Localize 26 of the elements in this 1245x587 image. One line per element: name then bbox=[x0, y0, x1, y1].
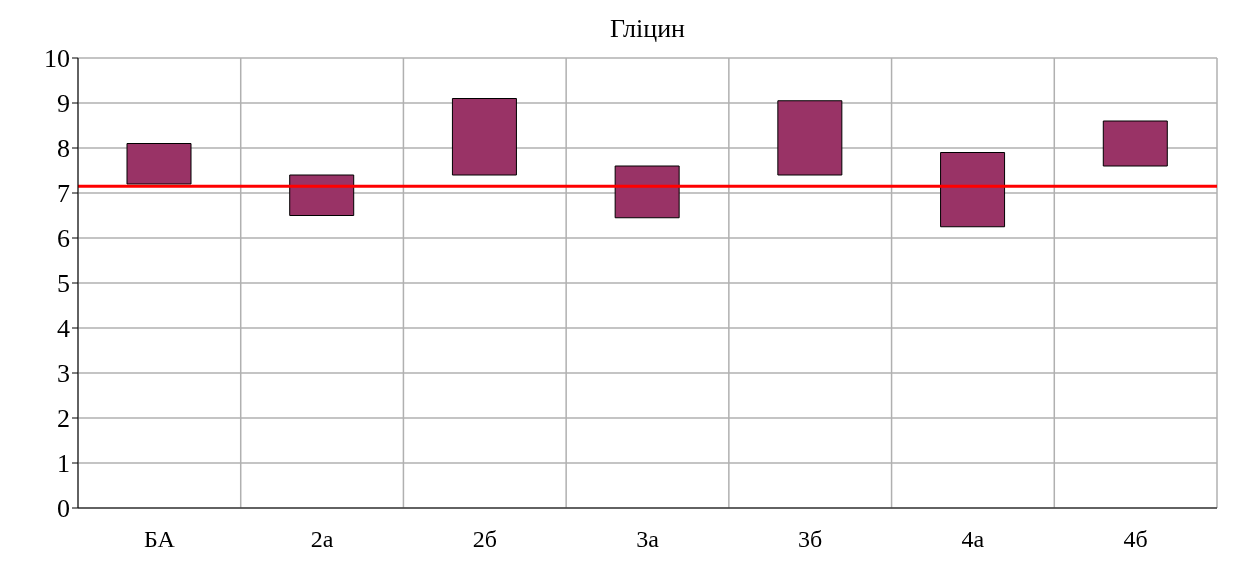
bar bbox=[289, 174, 355, 216]
y-tick-label: 10 bbox=[44, 44, 70, 74]
y-tick-label: 9 bbox=[57, 89, 70, 119]
y-tick-label: 2 bbox=[57, 404, 70, 434]
x-tick-label: 3б bbox=[798, 526, 823, 553]
y-tick-label: 8 bbox=[57, 134, 70, 164]
bar bbox=[1102, 120, 1168, 167]
bar bbox=[940, 152, 1006, 228]
y-tick-label: 1 bbox=[57, 449, 70, 479]
x-tick-label: БА bbox=[143, 526, 176, 553]
y-tick-label: 0 bbox=[57, 494, 70, 524]
bar bbox=[451, 98, 517, 176]
y-tick-label: 3 bbox=[57, 359, 70, 389]
y-tick-label: 4 bbox=[57, 314, 70, 344]
y-tick-label: 7 bbox=[57, 179, 70, 209]
bar bbox=[777, 100, 843, 176]
x-tick-label: 2б bbox=[472, 526, 497, 553]
bar bbox=[126, 143, 192, 185]
x-tick-label: 2а bbox=[310, 526, 334, 553]
y-tick-label: 5 bbox=[57, 269, 70, 299]
chart-title: Гліцин bbox=[609, 14, 686, 44]
bar bbox=[614, 165, 680, 219]
x-tick-label: 3а bbox=[636, 526, 660, 553]
x-tick-label: 4б bbox=[1123, 526, 1148, 553]
x-tick-label: 4а bbox=[961, 526, 985, 553]
y-tick-label: 6 bbox=[57, 224, 70, 254]
